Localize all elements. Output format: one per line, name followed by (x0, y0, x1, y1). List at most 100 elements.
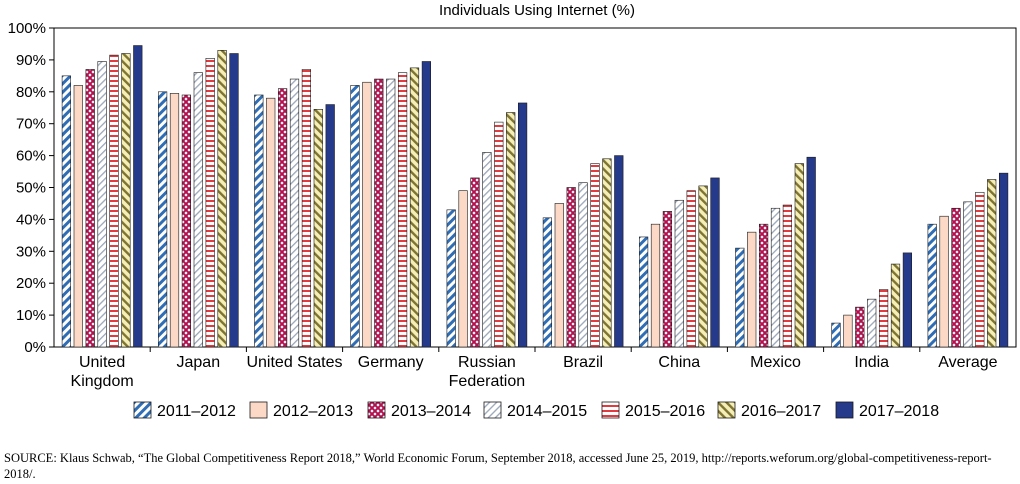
bar (735, 247, 745, 348)
bar (386, 78, 396, 348)
y-tick-label: 30% (16, 243, 46, 260)
bar (987, 179, 997, 348)
y-tick-label: 90% (16, 52, 46, 69)
bar (409, 67, 420, 348)
internet-usage-chart: Individuals Using Internet (%) 0% 10% 20% 3… (8, 2, 1017, 420)
bar (229, 53, 239, 348)
legend-swatch (717, 401, 736, 419)
bar (614, 155, 624, 348)
bar (831, 322, 841, 348)
legend-swatch (133, 401, 152, 419)
y-tick-label: 20% (16, 275, 46, 292)
y-tick-label: 10% (16, 307, 46, 324)
bar (217, 50, 227, 348)
bar (542, 217, 552, 348)
legend-label: 2013–2014 (391, 403, 471, 420)
bar (421, 61, 432, 348)
bar (747, 231, 757, 348)
bar (662, 211, 672, 348)
bar (782, 204, 792, 348)
bar (85, 69, 95, 348)
category-label: India (854, 354, 889, 371)
bar (205, 58, 215, 348)
legend-swatch (835, 401, 854, 419)
legend-label: 2011–2012 (157, 403, 236, 420)
bar (73, 85, 83, 348)
y-tick-label: 60% (16, 148, 46, 165)
legend-swatch (483, 401, 502, 419)
legend-label: 2014–2015 (507, 403, 587, 420)
bar (650, 223, 661, 348)
bar (806, 156, 816, 348)
bar (758, 223, 769, 348)
bar (963, 201, 973, 348)
bar (927, 223, 937, 348)
bar (566, 187, 576, 348)
bar (97, 61, 107, 348)
category-label: Kingdom (71, 373, 134, 390)
category-label: Japan (177, 354, 221, 371)
y-tick-label: 100% (8, 20, 46, 37)
legend-swatch (601, 401, 620, 419)
bar (998, 172, 1009, 348)
bar (61, 75, 71, 348)
bar (158, 91, 168, 348)
bar (362, 81, 372, 348)
bar (902, 252, 912, 348)
category-label: Russian (458, 354, 516, 371)
bar (602, 158, 612, 348)
bar (277, 88, 288, 348)
bar (517, 102, 528, 348)
legend-label: 2017–2018 (859, 403, 939, 420)
y-tick-label: 50% (16, 180, 46, 197)
bar (458, 190, 468, 348)
bar (554, 203, 564, 348)
bar (193, 72, 203, 348)
bar (686, 190, 696, 348)
bar (446, 209, 456, 348)
bar (710, 177, 720, 348)
legend-swatch (367, 401, 386, 419)
legend-label: 2012–2013 (273, 403, 353, 420)
bar (794, 163, 804, 348)
category-label: Germany (358, 354, 424, 371)
category-label: Federation (449, 373, 526, 390)
bar (350, 85, 360, 348)
bar (397, 72, 408, 348)
bar (698, 185, 708, 348)
category-label: United (79, 354, 125, 371)
category-label: China (658, 354, 700, 371)
bar (121, 53, 131, 348)
bar (674, 199, 684, 348)
bar (939, 215, 949, 348)
y-tick-label: 80% (16, 84, 46, 101)
chart-title: Individuals Using Internet (%) (439, 2, 635, 19)
bar (951, 207, 961, 348)
bar (266, 97, 276, 348)
bar (325, 104, 335, 348)
legend-label: 2016–2017 (741, 403, 821, 420)
y-tick-label: 70% (16, 116, 46, 133)
category-label: Average (938, 354, 997, 371)
bar (470, 177, 480, 348)
y-tick-label: 40% (16, 211, 46, 228)
category-label: United States (246, 354, 342, 371)
bar (313, 109, 323, 348)
bar (878, 289, 889, 348)
bar (506, 112, 516, 348)
bar (494, 121, 504, 348)
bar (843, 314, 853, 348)
bar (867, 298, 877, 348)
y-tick-label: 0% (24, 339, 46, 356)
bar (638, 236, 649, 348)
category-label: Mexico (750, 354, 801, 371)
bar (169, 93, 180, 348)
bar (590, 163, 600, 348)
bar (289, 78, 300, 348)
bar (890, 263, 901, 348)
source-note: SOURCE: Klaus Schwab, “The Global Compet… (4, 451, 992, 481)
legend-swatch (249, 401, 268, 419)
bar (482, 152, 492, 348)
legend-label: 2015–2016 (625, 403, 705, 420)
bar (301, 69, 312, 348)
